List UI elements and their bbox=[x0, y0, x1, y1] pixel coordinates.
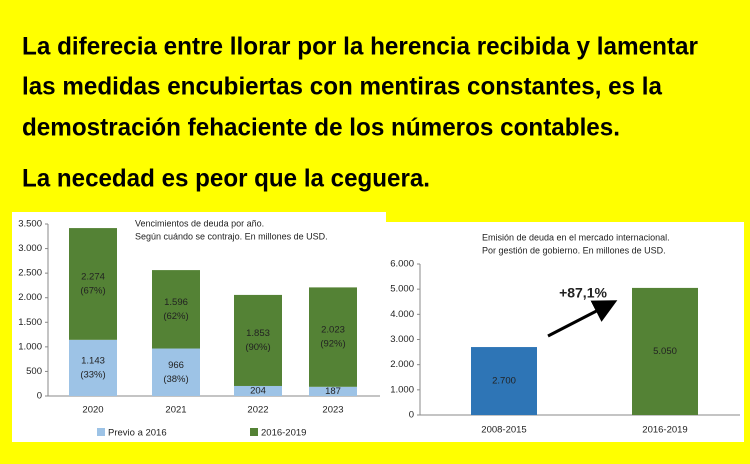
legend-label: Previo a 2016 bbox=[108, 428, 167, 439]
headline: las medidas encubiertas con mentiras con… bbox=[22, 73, 663, 101]
value-label: 204 bbox=[250, 386, 266, 397]
y-tick-label: 5.000 bbox=[390, 284, 414, 295]
chart-subtitle: Por gestión de gobierno. En millones de … bbox=[482, 245, 666, 255]
share-label: (33%) bbox=[80, 369, 105, 380]
bar-segment bbox=[234, 385, 282, 396]
bar-segment bbox=[309, 386, 357, 396]
bar-segment bbox=[234, 294, 282, 386]
y-tick-label: 6.000 bbox=[390, 259, 414, 270]
share-label: (90%) bbox=[245, 342, 270, 353]
legend-swatch bbox=[250, 428, 258, 436]
value-label: 2.274 bbox=[81, 271, 105, 282]
y-tick-label: 1.500 bbox=[18, 317, 42, 328]
value-label: 1.596 bbox=[164, 297, 188, 308]
y-tick-label: 2.000 bbox=[18, 292, 42, 303]
arrow bbox=[547, 300, 618, 338]
x-tick-label: 2008-2015 bbox=[481, 425, 526, 436]
value-label: 5.050 bbox=[653, 346, 677, 357]
x-tick-label: 2022 bbox=[247, 405, 268, 416]
chart-title: Vencimientos de deuda por año. bbox=[135, 218, 264, 228]
legend-label: 2016-2019 bbox=[261, 428, 306, 439]
annotation: +87,1% bbox=[559, 285, 607, 301]
y-tick-label: 0 bbox=[37, 391, 42, 402]
y-tick-label: 500 bbox=[26, 366, 42, 377]
chart-subtitle: Según cuándo se contrajo. En millones de… bbox=[135, 231, 328, 241]
legend-swatch bbox=[97, 428, 105, 436]
chart-title: Emisión de deuda en el mercado internaci… bbox=[482, 232, 670, 242]
x-tick-label: 2020 bbox=[82, 405, 103, 416]
x-tick-label: 2023 bbox=[322, 405, 343, 416]
value-label: 2.700 bbox=[492, 376, 516, 387]
x-tick-label: 2016-2019 bbox=[642, 425, 687, 436]
value-label: 187 bbox=[325, 386, 341, 397]
y-tick-label: 4.000 bbox=[390, 309, 414, 320]
value-label: 1.853 bbox=[246, 328, 270, 339]
share-label: (67%) bbox=[80, 285, 105, 296]
value-label: 2.023 bbox=[321, 325, 345, 336]
share-label: (62%) bbox=[163, 311, 188, 322]
bar-segment bbox=[152, 348, 200, 396]
y-tick-label: 2.500 bbox=[18, 268, 42, 279]
bar-segment bbox=[69, 339, 117, 396]
bar-segment bbox=[152, 270, 200, 349]
x-tick-label: 2021 bbox=[165, 405, 186, 416]
bar-segment bbox=[309, 287, 357, 387]
y-tick-label: 0 bbox=[409, 410, 414, 421]
y-tick-label: 1.000 bbox=[390, 384, 414, 395]
y-tick-label: 2.000 bbox=[390, 359, 414, 370]
bar-segment bbox=[69, 228, 117, 340]
y-tick-label: 3.000 bbox=[18, 243, 42, 254]
share-label: (92%) bbox=[320, 339, 345, 350]
y-tick-label: 1.000 bbox=[18, 341, 42, 352]
headline: La diferecia entre llorar por la herenci… bbox=[22, 33, 698, 61]
headline: La necedad es peor que la ceguera. bbox=[22, 165, 430, 193]
value-label: 966 bbox=[168, 360, 184, 371]
bar bbox=[471, 347, 537, 415]
y-tick-label: 3.500 bbox=[18, 219, 42, 230]
value-label: 1.143 bbox=[81, 355, 105, 366]
headline: demostración fehaciente de los números c… bbox=[22, 114, 620, 142]
bar bbox=[632, 287, 698, 415]
y-tick-label: 3.000 bbox=[390, 334, 414, 345]
share-label: (38%) bbox=[163, 374, 188, 385]
